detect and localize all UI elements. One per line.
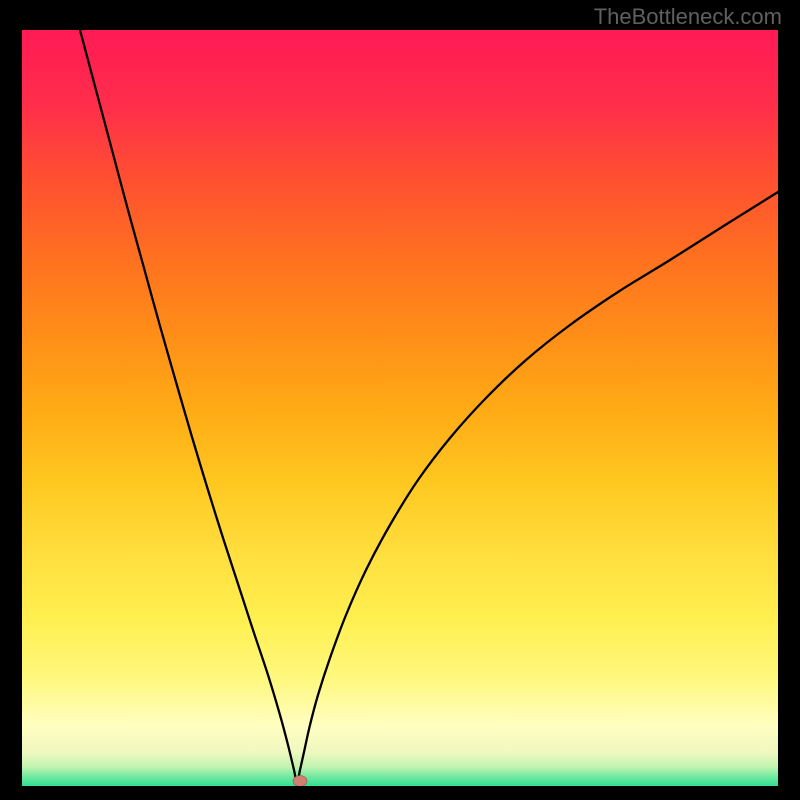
optimum-marker	[293, 776, 307, 787]
watermark-text: TheBottleneck.com	[594, 4, 782, 30]
gradient-background	[22, 30, 778, 786]
plot-area	[22, 30, 778, 786]
chart-container: TheBottleneck.com	[0, 0, 800, 800]
chart-svg	[22, 30, 778, 786]
